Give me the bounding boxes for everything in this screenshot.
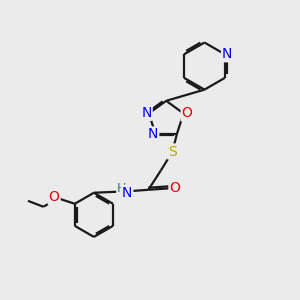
Text: O: O <box>169 181 180 195</box>
Text: H: H <box>117 182 127 195</box>
Text: N: N <box>141 106 152 120</box>
Text: N: N <box>122 186 132 200</box>
Text: O: O <box>49 190 60 204</box>
Text: N: N <box>148 128 158 141</box>
Text: S: S <box>168 145 177 158</box>
Text: O: O <box>182 106 193 120</box>
Text: N: N <box>222 47 232 61</box>
